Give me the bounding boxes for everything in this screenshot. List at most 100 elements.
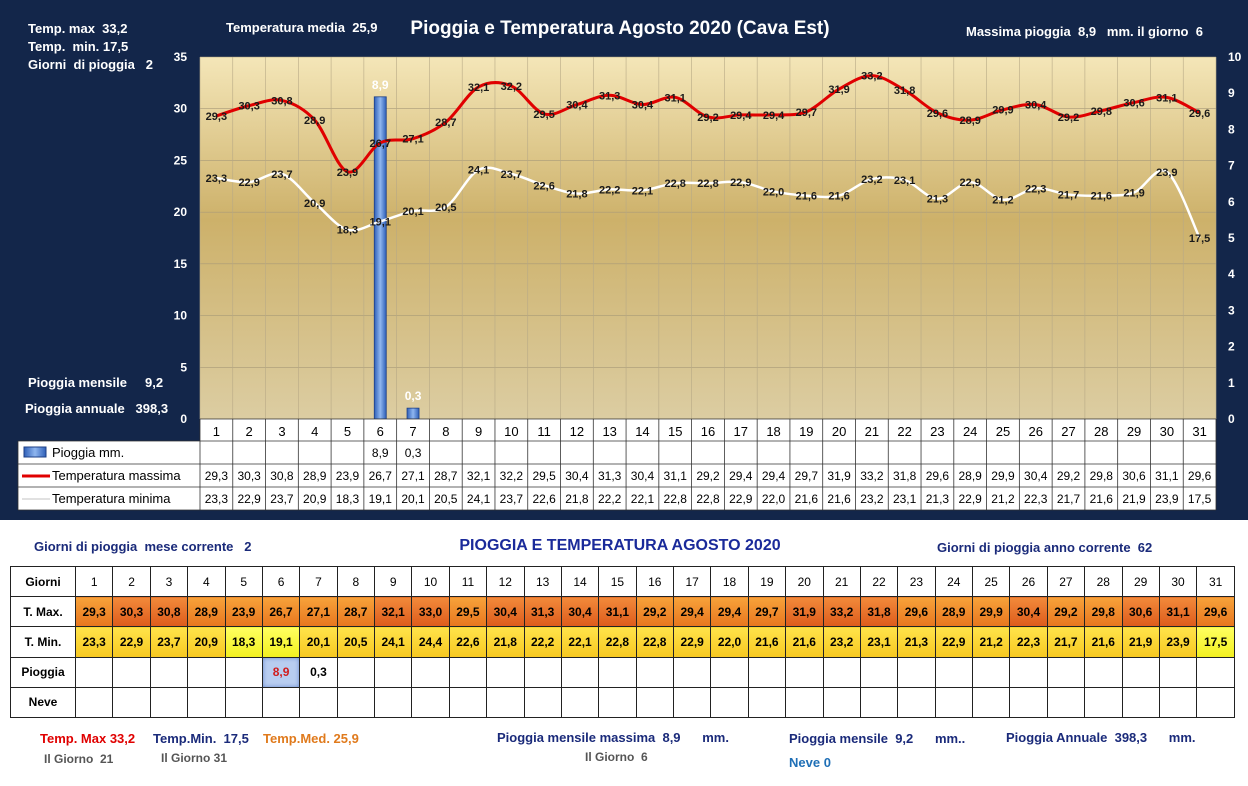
tmin-cell: 23,3 [74,626,114,658]
snow-cell [785,686,824,719]
lower-title: PIOGGIA E TEMPERATURA AGOSTO 2020 [459,537,781,554]
snow-row-label: Neve [10,686,76,719]
snow-cell [261,686,301,719]
rain-cell [224,656,263,688]
snow-cell [1046,686,1086,719]
x-category-label: 4 [311,424,318,439]
y-right-tick: 8 [1228,122,1235,136]
x-category-label: 24 [963,424,977,439]
tmin-cell: 18,3 [224,626,263,658]
tmax-data-label: 31,8 [894,85,915,97]
tmax-cell: 29,6 [1196,596,1235,628]
tmax-cell: 30,3 [112,596,151,628]
snow-cell [299,686,338,719]
tmax-data-label: 29,2 [1058,112,1079,124]
rain-cell [112,656,151,688]
snow-cell [1009,686,1048,719]
tmin-data-label: 21,6 [796,191,817,203]
rain-cell [560,656,600,688]
tmax-cell: 29,6 [897,596,936,628]
days-row-label: Giorni [10,565,76,598]
tmin-data-label: 21,7 [1058,190,1079,202]
tmax-table-value: 29,7 [795,469,819,483]
rain-days-year: Giorni di pioggia anno corrente 62 [937,540,1153,555]
tmin-cell: 23,9 [1158,626,1198,658]
day-cell: 17 [672,565,712,598]
tmax-row: T. Max. 29,3 30,3 30,8 28,9 23,9 26,7 27,1 28,7 3… [10,596,1235,628]
tmin-table-value: 23,7 [500,492,524,506]
snow-cell [1121,686,1160,719]
rain-days-stat: Giorni di pioggia 2 [28,57,153,72]
x-category-label: 2 [246,424,253,439]
tmax-cell: 23,9 [224,596,263,628]
snow-cell [710,686,749,719]
tmin-cell: 19,1 [261,626,301,658]
tmax-cell: 28,9 [187,596,226,628]
snow-cell [1158,686,1198,719]
tmin-data-label: 22,8 [665,178,686,190]
rain-cell: 8,9 [261,656,301,688]
y-right-tick: 0 [1228,412,1235,426]
snow-cell [897,686,936,719]
footer-annual-rain: Pioggia Annuale 398,3 mm. [1006,730,1196,745]
tmax-data-label: 29,4 [730,110,752,122]
rain-table-value: 0,3 [405,446,422,460]
rain-data-label: 0,3 [405,389,422,403]
x-category-label: 10 [504,424,518,439]
tmin-data-label: 23,7 [501,169,522,181]
tmin-table-value: 21,7 [1057,492,1081,506]
tmax-cell: 31,8 [859,596,899,628]
rain-cell [710,656,749,688]
category-row-bg [200,419,1216,441]
tmax-cell: 30,6 [1121,596,1160,628]
day-cell: 28 [1084,565,1123,598]
tmax-data-label: 33,2 [861,71,882,83]
tmin-cell: 22,6 [448,626,488,658]
x-category-label: 26 [1029,424,1043,439]
rain-days-month: Giorni di pioggia mese corrente 2 [34,539,252,554]
legend-tmax-label: Temperatura massima [52,468,181,483]
series-rows-bg [18,441,1216,510]
day-cell: 12 [486,565,525,598]
x-category-label: 28 [1094,424,1108,439]
tmin-data-label: 17,5 [1189,233,1210,245]
x-category-label: 23 [930,424,944,439]
x-category-label: 19 [799,424,813,439]
tmax-data-label: 32,2 [501,81,522,93]
legend-rain-swatch [23,446,47,458]
tmin-table-value: 23,1 [893,492,917,506]
day-cell: 30 [1158,565,1198,598]
tmin-cell: 22,9 [112,626,151,658]
rain-row: Pioggia 8,9 0,3 [10,656,1235,688]
tmax-cell: 33,2 [822,596,861,628]
snow-cell [74,686,114,719]
tmax-line [215,74,1201,174]
day-cell: 3 [149,565,189,598]
snow-cell [560,686,600,719]
tmax-cell: 30,4 [560,596,600,628]
tmax-data-label: 31,1 [1156,92,1177,104]
day-cell: 21 [822,565,861,598]
rain-cell [187,656,226,688]
day-cell: 6 [261,565,301,598]
tmin-table-value: 23,3 [205,492,229,506]
day-cell: 10 [411,565,450,598]
footer-snow: Neve 0 [789,755,831,770]
tmax-data-label: 30,4 [632,100,654,112]
y-right-tick: 3 [1228,303,1235,317]
tmin-data-label: 22,8 [697,178,718,190]
x-category-label: 15 [668,424,682,439]
tmax-table-value: 29,5 [532,469,556,483]
x-category-label: 16 [701,424,715,439]
tmin-table-value: 21,8 [565,492,589,506]
day-cell: 24 [934,565,974,598]
monthly-rain-stat: Pioggia mensile 9,2 [28,375,164,390]
snow-row: Neve [10,686,1235,719]
tmin-cell: 21,9 [1121,626,1160,658]
tmax-table-value: 30,8 [270,469,294,483]
tmin-data-label: 22,9 [730,177,751,189]
x-category-label: 17 [734,424,748,439]
day-cell: 23 [897,565,936,598]
tmin-data-label: 23,7 [271,169,292,181]
tmin-table-value: 21,6 [1090,492,1114,506]
